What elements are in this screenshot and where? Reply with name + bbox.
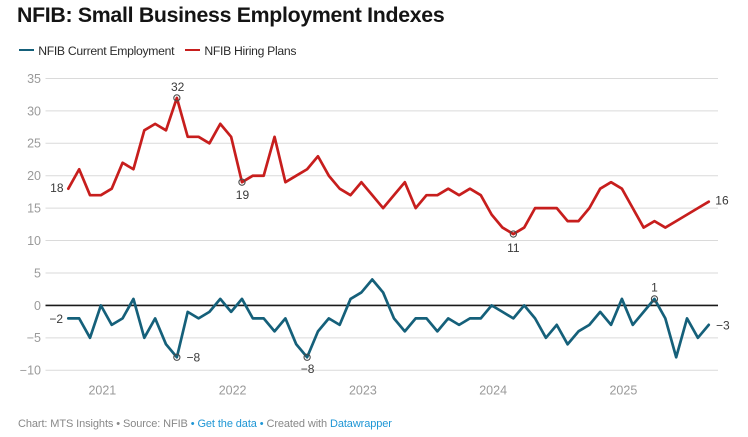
svg-text:32: 32 bbox=[171, 80, 185, 94]
svg-text:−3: −3 bbox=[716, 319, 730, 333]
svg-text:35: 35 bbox=[27, 72, 41, 86]
svg-text:2024: 2024 bbox=[479, 384, 507, 398]
svg-text:11: 11 bbox=[507, 241, 520, 255]
svg-text:−8: −8 bbox=[301, 362, 315, 376]
svg-text:2022: 2022 bbox=[219, 384, 247, 398]
svg-text:2025: 2025 bbox=[609, 384, 637, 398]
svg-text:1: 1 bbox=[651, 280, 658, 294]
svg-text:25: 25 bbox=[27, 137, 41, 151]
svg-text:2021: 2021 bbox=[88, 384, 116, 398]
svg-text:5: 5 bbox=[34, 266, 41, 280]
svg-text:−5: −5 bbox=[27, 331, 41, 345]
svg-text:20: 20 bbox=[27, 169, 41, 183]
svg-text:10: 10 bbox=[27, 234, 41, 248]
svg-text:16: 16 bbox=[715, 194, 729, 208]
svg-text:−10: −10 bbox=[20, 364, 41, 378]
svg-text:30: 30 bbox=[27, 104, 41, 118]
svg-text:−2: −2 bbox=[49, 312, 63, 326]
svg-text:19: 19 bbox=[236, 188, 250, 202]
svg-text:0: 0 bbox=[34, 299, 41, 313]
svg-text:18: 18 bbox=[50, 181, 64, 195]
svg-text:2023: 2023 bbox=[349, 384, 377, 398]
svg-text:−8: −8 bbox=[186, 351, 200, 365]
svg-text:15: 15 bbox=[27, 202, 41, 216]
